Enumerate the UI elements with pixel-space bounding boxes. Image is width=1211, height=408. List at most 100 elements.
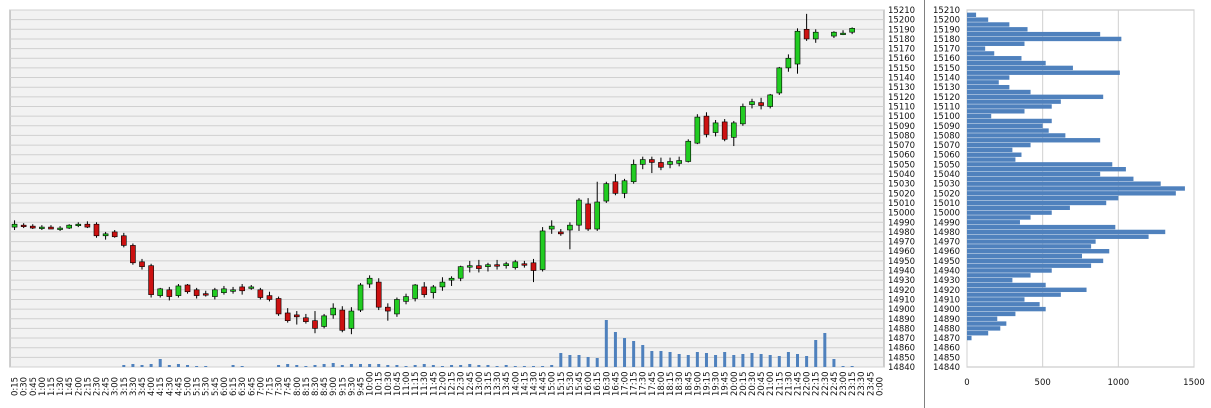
time-x-tick-label: 10:30	[384, 372, 394, 397]
profile-y-tick-label: 14920	[933, 286, 960, 296]
time-x-tick-label: 16:15	[593, 372, 603, 397]
profile-bar	[967, 113, 992, 119]
volume-bar	[768, 355, 772, 367]
volume-bar	[777, 356, 781, 367]
profile-bar	[967, 258, 1104, 264]
candle-body-down	[293, 314, 300, 318]
candle-body-down	[139, 261, 145, 267]
price-y-tick-label: 14860	[888, 344, 915, 354]
candle-body-up	[712, 122, 719, 133]
time-x-tick-label: 20:45	[757, 372, 767, 397]
profile-x-tick-label: 0	[964, 378, 969, 388]
volume-bar	[331, 363, 335, 367]
time-x-tick-label: 22:45	[830, 372, 840, 397]
price-y-tick-label: 15060	[888, 151, 915, 161]
volume-bar	[714, 355, 718, 367]
profile-y-tick-label: 15120	[933, 93, 960, 103]
candle-body-down	[558, 231, 564, 235]
volume-bar	[786, 352, 790, 367]
profile-bar	[967, 224, 1116, 230]
volume-bar	[623, 338, 627, 367]
candle-body-down	[193, 289, 200, 296]
time-x-tick-label: 23:30	[857, 372, 867, 397]
candle-body-down	[375, 281, 382, 308]
price-y-tick-label: 14940	[888, 267, 915, 277]
profile-bar	[967, 220, 1020, 225]
time-x-tick-label: 5:30	[202, 377, 212, 396]
profile-bar	[967, 195, 1119, 201]
volume-bar	[140, 365, 144, 367]
price-y-tick-label: 15100	[888, 112, 915, 122]
volume-bar	[850, 366, 854, 367]
price-y-tick-label: 15050	[888, 160, 915, 170]
candle-body-down	[803, 28, 810, 40]
price-y-tick-label: 14910	[888, 295, 915, 305]
profile-x-tick-label: 1000	[1108, 378, 1130, 388]
profile-y-tick-label: 14890	[933, 315, 960, 325]
time-x-tick-label: 8:00	[293, 377, 303, 396]
candle-body-down	[111, 231, 118, 238]
volume-bar	[349, 364, 353, 367]
price-y-tick-label: 15190	[888, 25, 915, 35]
price-y-tick-label: 14990	[888, 218, 915, 228]
time-x-tick-label: 17:30	[639, 372, 649, 397]
profile-bar	[967, 273, 1031, 278]
profile-bar	[967, 167, 1126, 172]
volume-bar	[586, 357, 590, 367]
profile-bar	[967, 123, 1043, 128]
time-x-tick-label: 22:15	[812, 372, 822, 397]
candle-body-up	[330, 307, 336, 316]
time-x-tick-label: 22:30	[821, 372, 831, 397]
profile-bar	[967, 152, 1022, 157]
candle-body-down	[20, 224, 27, 227]
profile-y-tick-label: 15080	[933, 131, 960, 141]
profile-x-tick-label: 500	[1035, 378, 1051, 388]
volume-bar	[304, 366, 308, 367]
time-x-tick-label: 18:45	[684, 372, 694, 397]
candle-body-up	[466, 265, 473, 268]
time-x-tick-label: 15:30	[566, 372, 576, 397]
time-x-tick-label: 8:15	[302, 377, 312, 396]
profile-bar	[967, 210, 1052, 215]
time-x-tick-label: 13:30	[493, 372, 503, 396]
volume-bar	[149, 364, 153, 367]
price-y-tick-label: 15210	[888, 6, 915, 16]
candle-body-down	[202, 293, 209, 296]
profile-bar	[967, 316, 998, 321]
volume-bar	[677, 354, 681, 367]
candle-body-up	[567, 224, 573, 231]
price-y-tick-label: 15130	[888, 83, 915, 93]
candle-body-up	[694, 116, 701, 144]
candle-body-up	[667, 161, 673, 165]
candle-body-down	[166, 289, 173, 297]
candle-body-up	[794, 30, 801, 65]
profile-bar	[967, 128, 1049, 133]
candle-body-up	[157, 288, 164, 296]
profile-bar	[967, 287, 1087, 293]
volume-bar	[295, 365, 299, 367]
time-x-tick-label: 6:00	[220, 377, 230, 396]
profile-bar	[967, 60, 1046, 66]
profile-y-tick-label: 15040	[933, 170, 960, 180]
profile-bar	[967, 234, 1149, 239]
volume-bar	[204, 366, 208, 367]
volume-bar	[313, 365, 317, 367]
volume-bar	[450, 365, 454, 367]
price-y-tick-label: 15110	[888, 102, 915, 112]
candle-body-up	[812, 31, 819, 40]
candle-body-up	[767, 94, 773, 107]
candle-body-up	[11, 223, 18, 228]
volume-bar	[277, 365, 281, 367]
profile-bar	[967, 263, 1092, 268]
time-x-tick-label: 6:15	[229, 377, 239, 396]
time-x-tick-label: 2:15	[83, 377, 93, 396]
profile-y-tick-label: 14910	[933, 295, 960, 305]
profile-bar	[967, 70, 1120, 75]
volume-bar	[841, 366, 845, 367]
volume-bar	[440, 366, 444, 367]
time-x-tick-label: 3:00	[111, 377, 121, 396]
candle-body-up	[439, 281, 446, 288]
price-y-tick-label: 14980	[888, 228, 915, 238]
candle-body-down	[93, 223, 100, 237]
profile-y-tick-label: 15070	[933, 141, 960, 151]
